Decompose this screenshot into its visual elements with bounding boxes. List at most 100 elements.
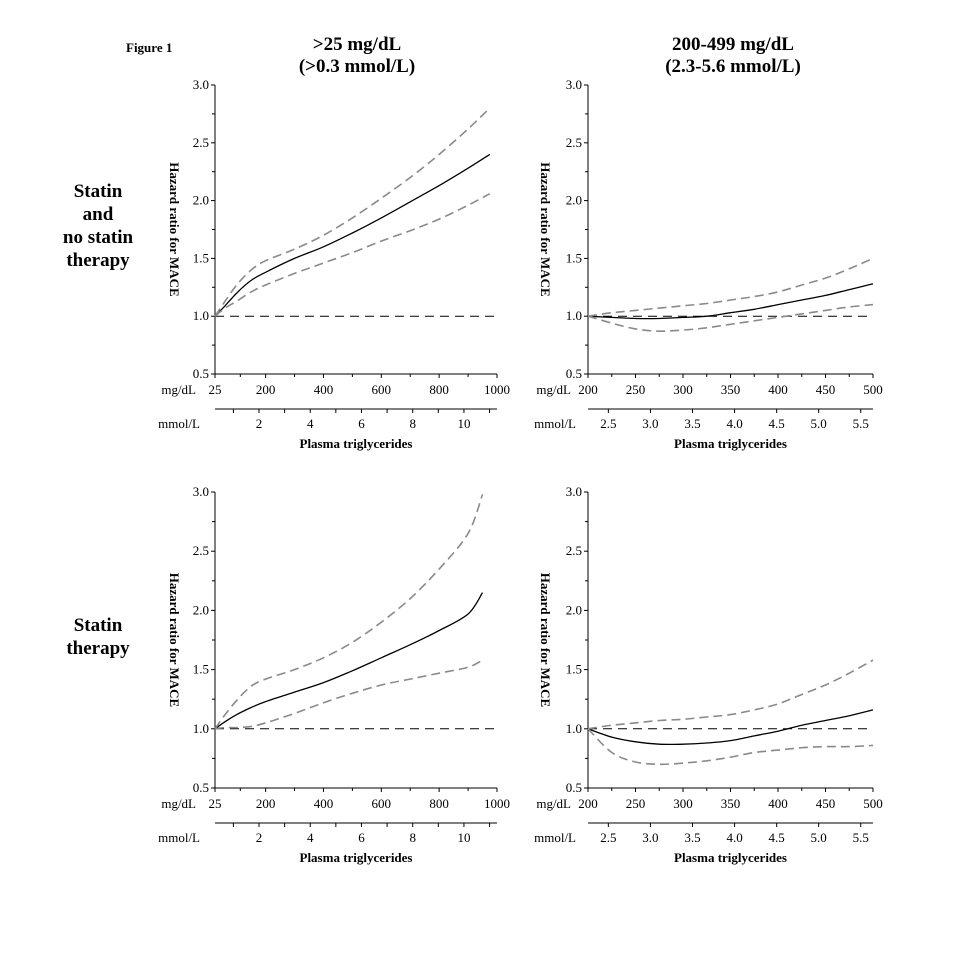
x-tick-label: 1000 xyxy=(484,382,510,397)
row-label-bottom-line: Statin xyxy=(73,615,123,636)
x2-tick-label: 8 xyxy=(409,830,416,845)
x2-tick-label: 3.0 xyxy=(642,416,658,431)
x-tick-label: 800 xyxy=(429,796,449,811)
y-tick-label: 2.0 xyxy=(566,193,582,208)
x-tick-label: 450 xyxy=(816,382,836,397)
x2-tick-label: 4.5 xyxy=(769,416,785,431)
row-label-bottom: Statin therapy xyxy=(40,614,156,660)
ci-upper-line xyxy=(214,494,484,730)
x2-tick-label: 3.0 xyxy=(642,830,658,845)
x-axis-title: Plasma triglycerides xyxy=(674,850,787,865)
column-title-right-line2: (2.3-5.6 mmol/L) xyxy=(665,56,801,77)
x2-tick-label: 4 xyxy=(307,416,314,431)
x-tick-label: 600 xyxy=(372,382,392,397)
ci-upper-line xyxy=(214,107,491,317)
y-tick-label: 3.0 xyxy=(566,77,582,92)
ci-lower-line xyxy=(214,192,491,317)
column-title-right-line1: 200-499 mg/dL xyxy=(672,34,794,55)
ci-lower-line xyxy=(214,659,483,730)
row-label-top-line: and xyxy=(82,204,114,225)
x-unit-label: mg/dL xyxy=(161,796,196,811)
row-label-top-line: therapy xyxy=(66,250,130,271)
x-tick-label: 500 xyxy=(863,382,883,397)
y-tick-label: 1.0 xyxy=(193,721,209,736)
row-label-top: Statin and no statin therapy xyxy=(40,180,156,272)
y-tick-label: 0.5 xyxy=(193,366,209,381)
x-tick-label: 350 xyxy=(721,382,741,397)
x-tick-label: 400 xyxy=(314,796,334,811)
y-tick-label: 2.5 xyxy=(193,543,209,558)
y-tick-label: 2.5 xyxy=(566,135,582,150)
hazard-ratio-line xyxy=(214,153,491,317)
ci-lower-line xyxy=(587,728,874,766)
x-tick-label: 250 xyxy=(626,796,646,811)
x2-tick-label: 3.5 xyxy=(684,830,700,845)
y-tick-label: 1.0 xyxy=(566,308,582,323)
x-tick-label: 250 xyxy=(626,382,646,397)
y-tick-label: 1.0 xyxy=(193,308,209,323)
x2-unit-label: mmol/L xyxy=(534,830,576,845)
x-tick-label: 400 xyxy=(314,382,334,397)
row-label-top-line: Statin xyxy=(73,181,123,202)
x2-tick-label: 5.0 xyxy=(811,416,827,431)
column-title-left-line1: >25 mg/dL xyxy=(312,34,402,55)
y-tick-label: 3.0 xyxy=(566,484,582,499)
x2-tick-label: 2 xyxy=(256,416,263,431)
y-tick-label: 3.0 xyxy=(193,77,209,92)
y-tick-label: 2.0 xyxy=(566,602,582,617)
y-tick-label: 1.0 xyxy=(566,721,582,736)
x2-unit-label: mmol/L xyxy=(158,830,200,845)
hazard-ratio-line xyxy=(214,592,484,730)
y-tick-label: 2.5 xyxy=(193,135,209,150)
y-axis-title: Hazard ratio for MACE xyxy=(538,162,553,296)
x-tick-label: 450 xyxy=(816,796,836,811)
column-title-right: 200-499 mg/dL (2.3-5.6 mmol/L) xyxy=(603,34,863,78)
x2-tick-label: 4.0 xyxy=(726,830,742,845)
x-tick-label: 500 xyxy=(863,796,883,811)
y-tick-label: 2.0 xyxy=(193,602,209,617)
x2-tick-label: 2.5 xyxy=(600,830,616,845)
y-tick-label: 3.0 xyxy=(193,484,209,499)
ci-upper-line xyxy=(587,257,874,317)
x2-tick-label: 4.5 xyxy=(769,830,785,845)
x-tick-label: 600 xyxy=(372,796,392,811)
ci-lower-line xyxy=(587,303,874,333)
x-unit-label: mg/dL xyxy=(536,382,571,397)
x-tick-label: 25 xyxy=(209,796,222,811)
column-title-left-line2: (>0.3 mmol/L) xyxy=(298,56,416,77)
y-tick-label: 1.5 xyxy=(566,250,582,265)
x2-unit-label: mmol/L xyxy=(158,416,200,431)
x-tick-label: 200 xyxy=(578,796,598,811)
x-tick-label: 25 xyxy=(209,382,222,397)
x2-tick-label: 6 xyxy=(358,416,365,431)
x2-unit-label: mmol/L xyxy=(534,416,576,431)
x2-tick-label: 3.5 xyxy=(684,416,700,431)
y-axis-title: Hazard ratio for MACE xyxy=(167,573,182,707)
x2-tick-label: 5.5 xyxy=(853,416,869,431)
x2-tick-label: 10 xyxy=(457,830,470,845)
x-tick-label: 200 xyxy=(256,382,276,397)
y-axis-title: Hazard ratio for MACE xyxy=(167,162,182,296)
x-tick-label: 400 xyxy=(768,382,788,397)
y-tick-label: 0.5 xyxy=(566,366,582,381)
y-tick-label: 1.5 xyxy=(193,250,209,265)
x-tick-label: 1000 xyxy=(484,796,510,811)
x-axis-title: Plasma triglycerides xyxy=(674,436,787,451)
x-tick-label: 400 xyxy=(768,796,788,811)
x-unit-label: mg/dL xyxy=(161,382,196,397)
hazard-ratio-line xyxy=(587,283,874,320)
hazard-ratio-line xyxy=(587,709,874,746)
y-tick-label: 1.5 xyxy=(566,662,582,677)
y-tick-label: 2.5 xyxy=(566,543,582,558)
x2-tick-label: 4 xyxy=(307,830,314,845)
y-axis-title: Hazard ratio for MACE xyxy=(538,573,553,707)
x-tick-label: 200 xyxy=(578,382,598,397)
x-tick-label: 800 xyxy=(429,382,449,397)
x-axis-title: Plasma triglycerides xyxy=(300,436,413,451)
x-tick-label: 300 xyxy=(673,796,693,811)
x-axis-title: Plasma triglycerides xyxy=(300,850,413,865)
ci-upper-line xyxy=(587,659,874,730)
x2-tick-label: 6 xyxy=(358,830,365,845)
y-tick-label: 0.5 xyxy=(566,780,582,795)
